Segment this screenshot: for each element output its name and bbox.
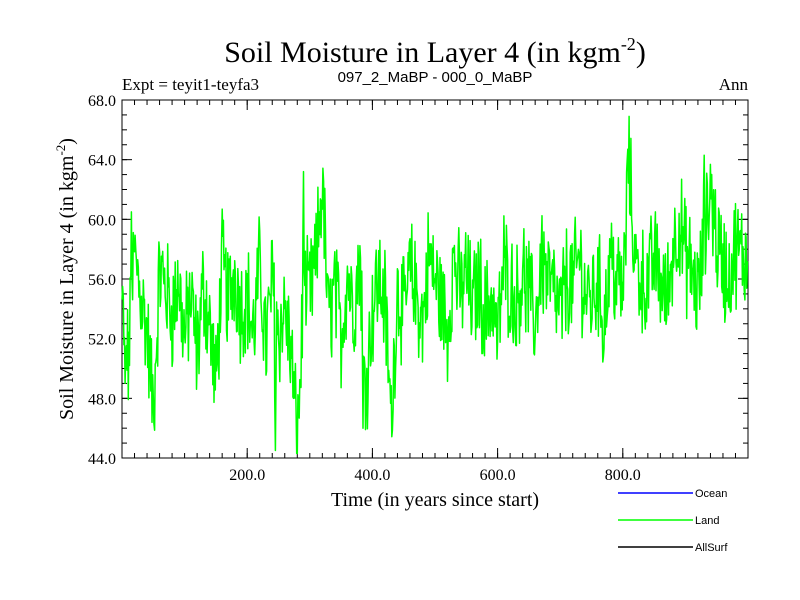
x-tick-label: 800.0 xyxy=(605,467,641,484)
x-tick-label: 200.0 xyxy=(229,467,265,484)
x-axis: 200.0 400.0 600.0 800.0 xyxy=(229,100,641,484)
y-tick-label: 68.0 xyxy=(88,93,116,110)
y-tick-label: 44.0 xyxy=(88,451,116,468)
y-axis-label: Soil Moisture in Layer 4 (in kgm-2) xyxy=(53,138,78,420)
x-tick-label: 400.0 xyxy=(354,467,390,484)
y-tick-label: 60.0 xyxy=(88,212,116,229)
y-tick-label: 56.0 xyxy=(88,272,116,289)
y-axis: 44.0 48.0 52.0 56.0 60.0 64.0 68.0 xyxy=(88,93,748,468)
legend-label-land: Land xyxy=(695,515,719,527)
chart-title: Soil Moisture in Layer 4 (in kgm-2) xyxy=(224,34,646,69)
x-axis-label: Time (in years since start) xyxy=(331,489,539,511)
y-tick-label: 52.0 xyxy=(88,332,116,349)
legend-label-ocean: Ocean xyxy=(695,488,727,500)
period-label: 097_2_MaBP - 000_0_MaBP xyxy=(338,69,533,86)
legend-label-allsurf: AllSurf xyxy=(695,542,728,554)
x-tick-label: 600.0 xyxy=(480,467,516,484)
season-label: Ann xyxy=(719,75,749,94)
series-layer xyxy=(121,115,749,455)
y-tick-label: 64.0 xyxy=(88,153,116,170)
series-line-land xyxy=(121,115,749,455)
y-tick-label: 48.0 xyxy=(88,391,116,408)
legend: Ocean Land AllSurf xyxy=(618,488,728,554)
experiment-label: Expt = teyit1-teyfa3 xyxy=(122,75,259,94)
